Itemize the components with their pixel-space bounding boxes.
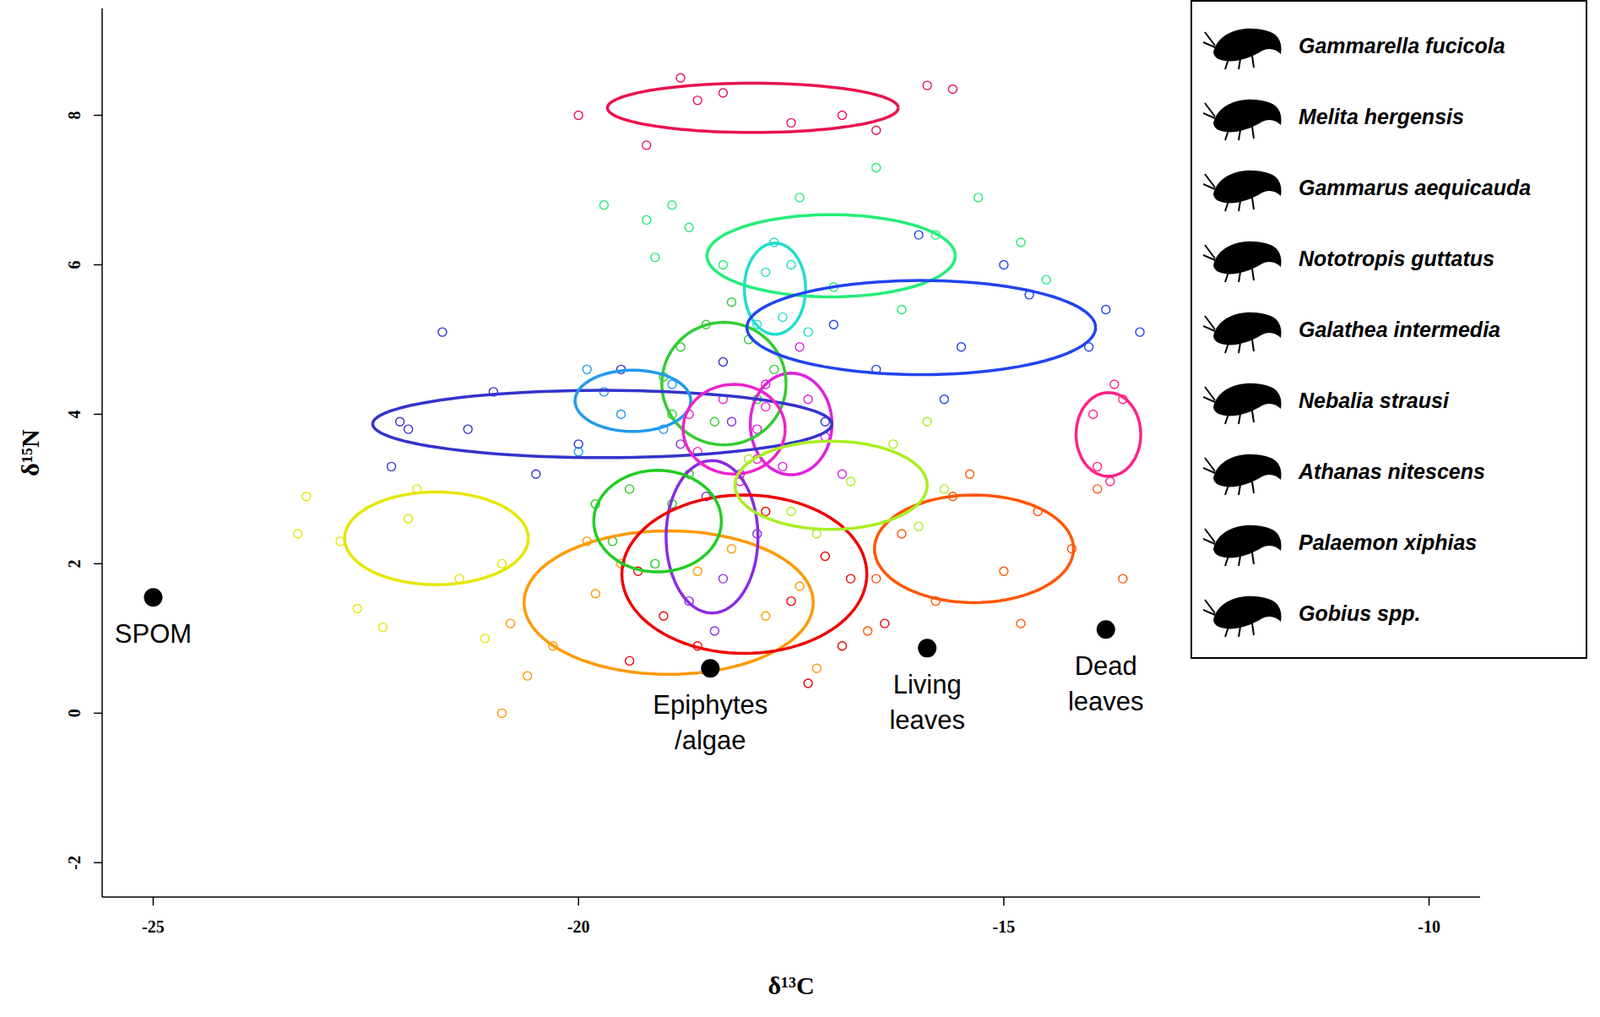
svg-text:-2: -2 [65,855,84,870]
html-text:Athanas nitescens: Athanas nitescens [1298,458,1486,483]
html-text:Gammarus aequicauda: Gammarus aequicauda [1298,175,1531,199]
svg-text:SPOM: SPOM [114,618,192,649]
html-text:Nebalia strausi: Nebalia strausi [1298,387,1449,412]
svg-text:4: 4 [65,409,84,418]
svg-text:/algae: /algae [674,725,746,755]
svg-text:-15: -15 [992,916,1016,936]
svg-text:8: 8 [65,111,84,120]
html-text:Gammarella fucicola: Gammarella fucicola [1298,33,1506,57]
svg-text:2: 2 [65,558,84,568]
svg-text:-10: -10 [1417,916,1441,936]
svg-text:leaves: leaves [889,705,966,735]
html-text:Gobius spp.: Gobius spp. [1298,600,1421,625]
html-text:Galathea intermedia: Galathea intermedia [1298,317,1501,341]
html-text:δ¹³C: δ¹³C [767,970,815,999]
svg-text:Living: Living [893,669,962,700]
svg-text:Dead: Dead [1074,650,1138,681]
svg-text:Epiphytes: Epiphytes [652,689,768,720]
svg-text:leaves: leaves [1068,686,1145,716]
html-text:Melita hergensis: Melita hergensis [1298,104,1464,128]
svg-text:0: 0 [65,708,84,717]
svg-text:6: 6 [65,260,84,269]
html-text:δ¹⁵N: δ¹⁵N [16,429,44,476]
svg-text:-25: -25 [141,916,165,936]
html-text:Palaemon xiphias: Palaemon xiphias [1298,529,1477,554]
svg-text:-20: -20 [567,916,591,936]
html-text:Nototropis guttatus: Nototropis guttatus [1298,246,1495,270]
